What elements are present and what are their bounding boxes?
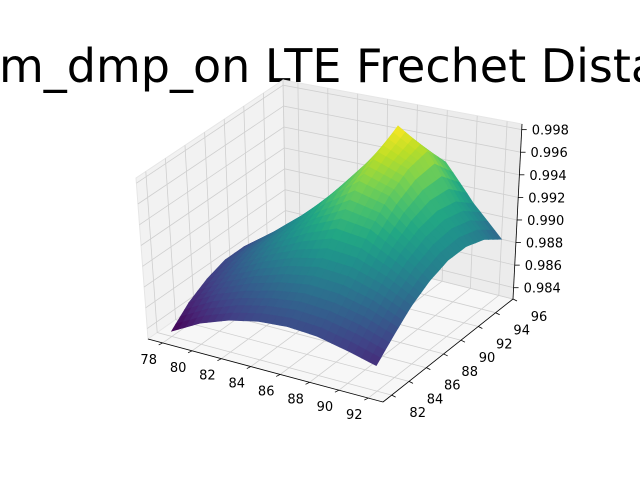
x-tick-mark — [364, 397, 369, 401]
y-tick-mark — [426, 367, 431, 371]
y-tick-label: 92 — [496, 338, 513, 353]
y-tick-label: 86 — [444, 379, 461, 394]
y-tick-label: 96 — [531, 310, 548, 325]
z-tick-label: 0.998 — [532, 124, 569, 139]
z-tick-label: 0.994 — [529, 169, 566, 184]
x-tick-label: 92 — [346, 408, 363, 423]
surface-patch — [368, 353, 382, 366]
x-tick-mark — [305, 381, 310, 385]
y-tick-mark — [391, 394, 396, 398]
chart-title: rm_dmp_on LTE Frechet Dista — [0, 38, 640, 98]
gridline-y — [145, 171, 392, 396]
x-tick-label: 88 — [287, 392, 304, 407]
surface-mesh — [170, 125, 503, 366]
y-tick-label: 84 — [427, 392, 444, 407]
x-tick-label: 82 — [199, 369, 216, 384]
x-tick-mark — [246, 366, 251, 369]
y-axis-line — [382, 298, 514, 403]
z-tick-label: 0.988 — [526, 237, 563, 252]
y-tick-mark — [460, 339, 466, 343]
gridline-z — [136, 84, 522, 184]
x-tick-label: 86 — [258, 384, 275, 399]
y-tick-mark — [478, 326, 483, 329]
y-tick-mark — [495, 312, 500, 316]
x-tick-label: 78 — [140, 353, 157, 368]
y-tick-mark — [443, 353, 448, 357]
x-tick-mark — [187, 350, 193, 354]
z-tick-label: 0.986 — [525, 259, 562, 274]
gridline-z — [137, 105, 521, 205]
z-tick-label: 0.992 — [528, 191, 565, 206]
y-tick-label: 94 — [513, 324, 530, 339]
x-tick-label: 90 — [317, 400, 334, 415]
y-tick-label: 88 — [461, 365, 478, 380]
x-tick-label: 80 — [170, 361, 187, 376]
x-axis-line — [147, 338, 384, 403]
chart-title-text: rm_dmp_on LTE Frechet Dista — [0, 39, 640, 93]
x-tick-mark — [158, 342, 163, 346]
z-tick-label: 0.996 — [531, 146, 568, 161]
z-tick-label: 0.990 — [527, 214, 564, 229]
y-tick-label: 82 — [409, 406, 426, 421]
gridline-y — [165, 158, 410, 382]
y-tick-mark — [408, 381, 414, 384]
y-tick-mark — [512, 298, 518, 302]
x-tick-label: 84 — [229, 377, 246, 392]
x-tick-mark — [334, 389, 340, 393]
x-tick-mark — [276, 374, 281, 377]
z-axis-line — [512, 123, 523, 300]
x-tick-mark — [217, 358, 222, 362]
z-tick-label: 0.984 — [524, 282, 561, 297]
y-tick-label: 90 — [479, 351, 496, 366]
